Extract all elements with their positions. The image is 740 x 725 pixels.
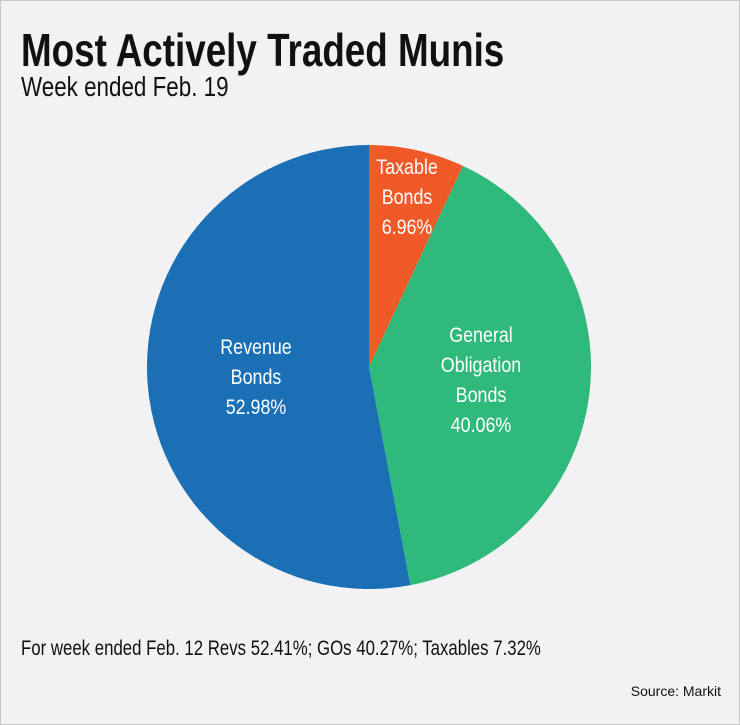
slice-label: General Obligation Bonds 40.06% [441, 321, 521, 441]
slice-label: Taxable Bonds 6.96% [376, 153, 438, 243]
pie-slice [369, 165, 592, 586]
category-label: General Obligation Bonds [441, 324, 522, 408]
value-label: 52.98% [225, 395, 287, 419]
value-label: 40.06% [451, 414, 512, 438]
chart-subtitle: Week ended Feb. 19 [21, 71, 229, 102]
pie-slice [147, 145, 411, 589]
pie-slice [369, 145, 464, 367]
slice-label: Revenue Bonds 52.98% [221, 333, 292, 423]
source: Source: Markit [630, 683, 721, 699]
footnote: For week ended Feb. 12 Revs 52.41%; GOs … [21, 637, 541, 660]
category-label: Taxable Bonds [375, 155, 438, 209]
category-label: Revenue Bonds [220, 335, 292, 389]
chart-title: Most Actively Traded Munis [21, 24, 505, 76]
value-label: 6.96% [381, 215, 432, 239]
